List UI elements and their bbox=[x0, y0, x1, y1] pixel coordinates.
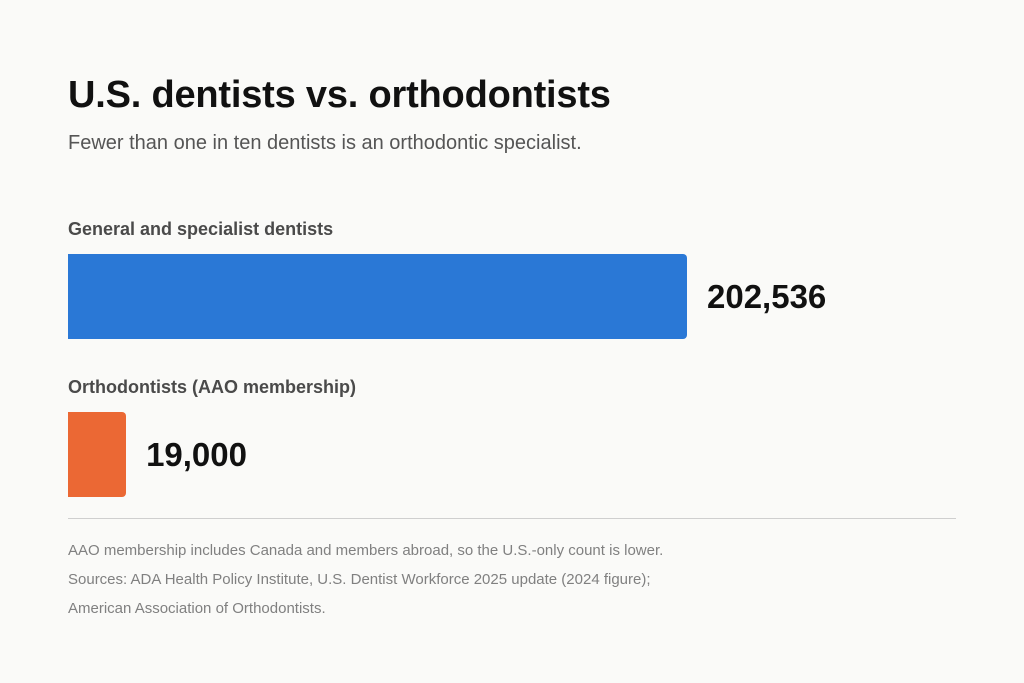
bar-orthodontists bbox=[68, 412, 127, 497]
bar-dentists bbox=[68, 254, 687, 339]
footnote-note: AAO membership includes Canada and membe… bbox=[68, 542, 664, 559]
chart-subtitle: Fewer than one in ten dentists is an ort… bbox=[68, 132, 582, 154]
category-label-orthodontists: Orthodontists (AAO membership) bbox=[68, 377, 357, 397]
value-label-orthodontists: 19,000 bbox=[146, 436, 247, 473]
value-label-dentists: 202,536 bbox=[707, 278, 827, 315]
footnote-sources-line1: Sources: ADA Health Policy Institute, U.… bbox=[68, 571, 651, 588]
footnote-sources-line2: American Association of Orthodontists. bbox=[68, 600, 326, 617]
chart-title: U.S. dentists vs. orthodontists bbox=[68, 74, 611, 116]
category-label-dentists: General and specialist dentists bbox=[68, 219, 334, 239]
footer-divider bbox=[68, 518, 956, 519]
